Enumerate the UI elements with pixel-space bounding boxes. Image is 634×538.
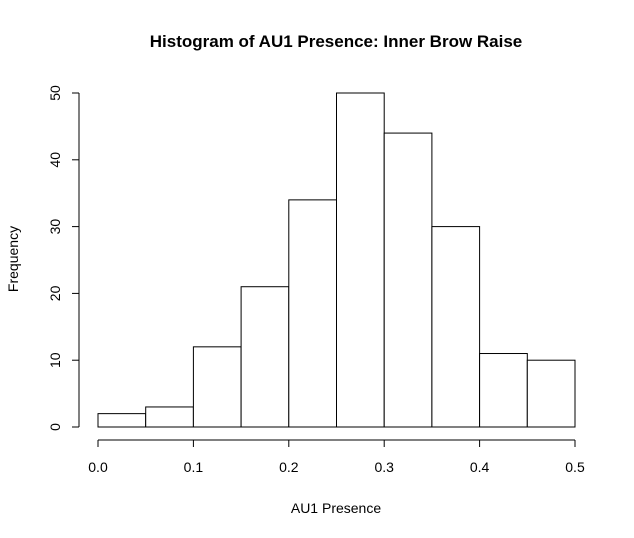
x-tick-label-4: 0.4 [470, 459, 490, 475]
y-tick-label-1: 10 [47, 352, 63, 368]
histogram-bar-1 [145, 406, 194, 428]
y-tick-label-4: 40 [47, 152, 63, 168]
x-tick-label-1: 0.1 [184, 459, 204, 475]
y-tick-label-0: 0 [47, 423, 63, 431]
histogram-bar-8 [479, 353, 528, 428]
x-tick-label-5: 0.5 [565, 459, 585, 475]
histogram-bar-3 [240, 286, 290, 428]
y-tick-label-5: 50 [47, 85, 63, 101]
x-tick-label-2: 0.2 [279, 459, 299, 475]
x-tick-label-0: 0.0 [88, 459, 108, 475]
x-tick-label-3: 0.3 [374, 459, 394, 475]
histogram-bar-2 [192, 346, 242, 428]
histogram-bar-7 [431, 226, 481, 428]
histogram-bar-9 [526, 359, 576, 428]
y-tick-label-2: 20 [47, 285, 63, 301]
histogram-bar-5 [336, 92, 385, 428]
histogram-bar-4 [288, 199, 337, 428]
y-tick-label-3: 30 [47, 219, 63, 235]
histogram-bar-0 [97, 413, 147, 428]
y-axis-label: Frequency [5, 226, 21, 292]
bars-layer [97, 92, 576, 428]
x-axis: 0.0 0.1 0.2 0.3 0.4 0.5 [88, 439, 585, 475]
chart-title: Histogram of AU1 Presence: Inner Brow Ra… [150, 32, 523, 51]
histogram-bar-6 [383, 132, 433, 428]
y-axis: 0 10 20 30 40 50 [47, 85, 80, 431]
x-axis-label: AU1 Presence [291, 500, 381, 516]
